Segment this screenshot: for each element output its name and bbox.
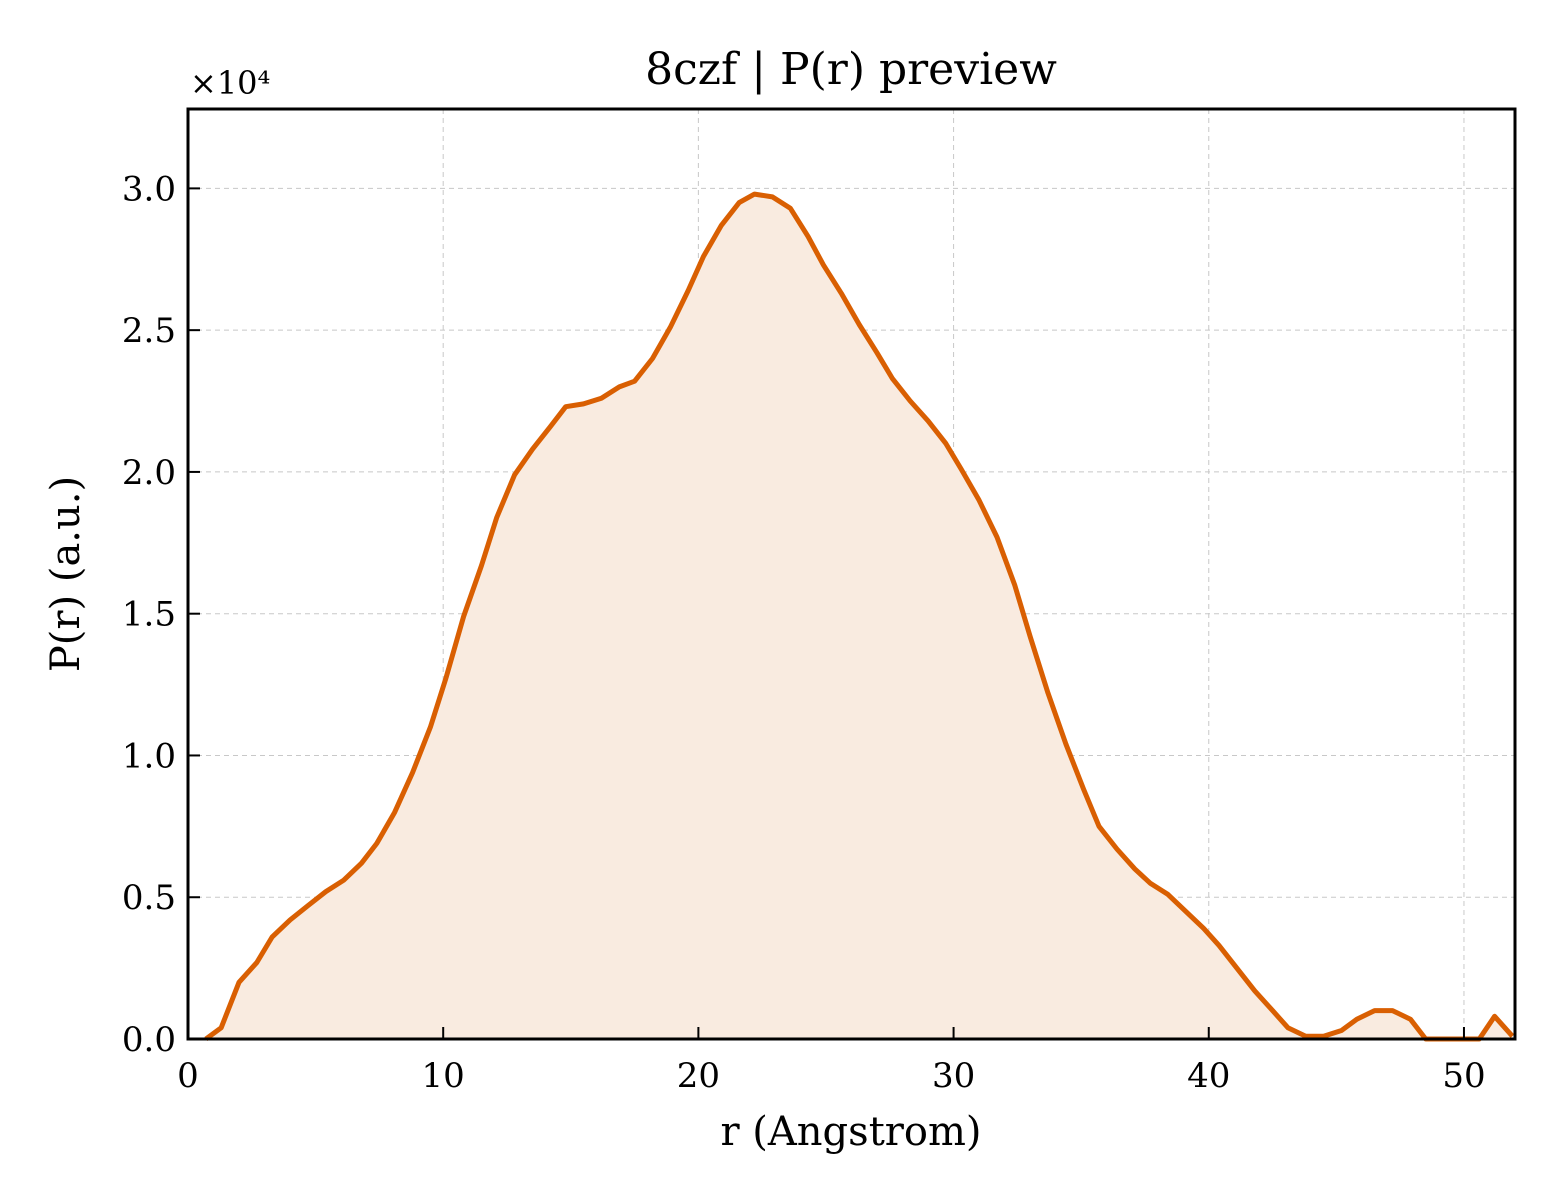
x-tick-label: 20 <box>677 1056 720 1096</box>
y-tick-label: 1.0 <box>122 736 176 776</box>
x-axis-label: r (Angstrom) <box>720 1109 981 1155</box>
x-tick-label: 10 <box>422 1056 465 1096</box>
y-tick-label: 2.0 <box>122 453 176 493</box>
plot-frame <box>186 107 1517 1041</box>
y-axis-offset-label: ×10⁴ <box>190 64 270 102</box>
x-tick-label: 40 <box>1187 1056 1230 1096</box>
pr-area-fill <box>205 194 1513 1040</box>
pr-series-line <box>204 191 1515 1042</box>
x-tick-label: 0 <box>177 1056 199 1096</box>
ticks-layer: 0 10 20 30 40 50 0.0 0.5 1.0 1.5 2.0 2.5 3.0 <box>122 169 1486 1096</box>
x-tick-label: 50 <box>1442 1056 1485 1096</box>
y-tick-label: 0.5 <box>122 878 176 918</box>
chart-title: 8czf | P(r) preview <box>645 44 1057 95</box>
y-tick-label: 3.0 <box>122 169 176 209</box>
x-tick-label: 30 <box>932 1056 975 1096</box>
y-axis-label: P(r) (a.u.) <box>43 476 89 672</box>
y-tick-label: 2.5 <box>122 311 176 351</box>
y-tick-label: 0.0 <box>122 1020 176 1060</box>
y-tick-label: 1.5 <box>122 595 176 635</box>
